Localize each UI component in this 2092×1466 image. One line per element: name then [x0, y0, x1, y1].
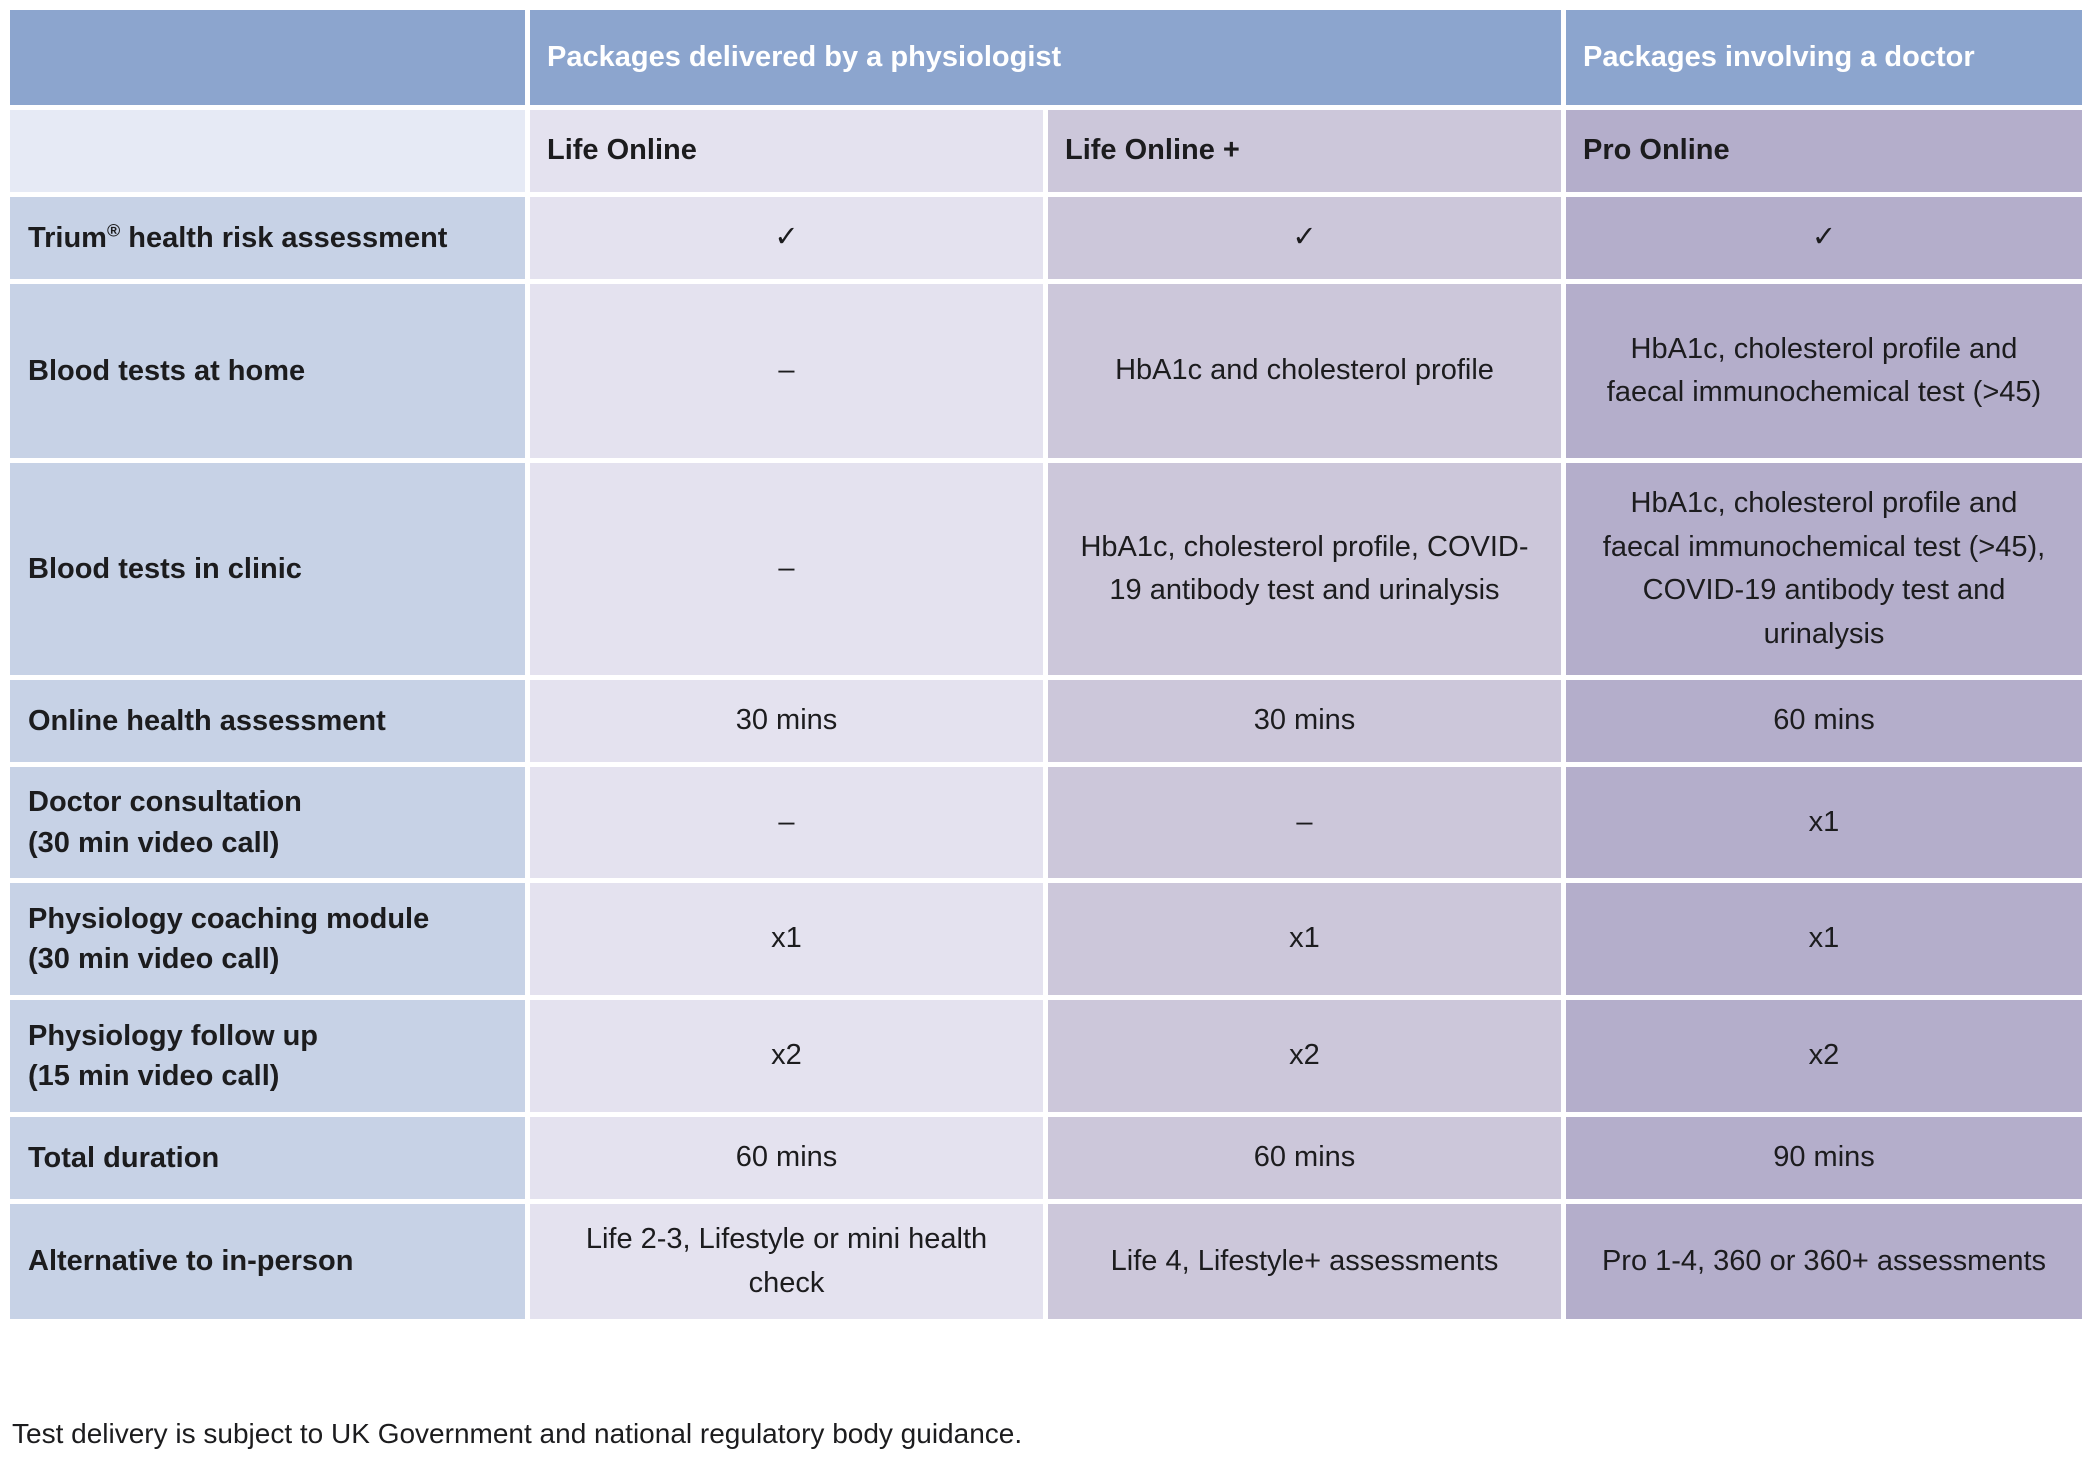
package-name-life-online-plus: Life Online + [1048, 110, 1561, 192]
row-label: Online health assessment [10, 680, 525, 762]
table-cell: Life 2-3, Lifestyle or mini health check [530, 1204, 1043, 1319]
table-cell: ✓ [1048, 197, 1561, 279]
table-row: Physiology follow up (15 min video call)… [10, 1000, 2082, 1112]
table-row: Alternative to in-person Life 2-3, Lifes… [10, 1204, 2082, 1319]
table-cell: 60 mins [530, 1117, 1043, 1199]
row-label: Total duration [10, 1117, 525, 1199]
table-cell: – [530, 284, 1043, 458]
group-header-physiologist: Packages delivered by a physiologist [530, 10, 1561, 105]
table-cell: x2 [530, 1000, 1043, 1112]
table-row: Physiology coaching module (30 min video… [10, 883, 2082, 995]
table-cell: Life 4, Lifestyle+ assessments [1048, 1204, 1561, 1319]
package-name-life-online: Life Online [530, 110, 1043, 192]
check-mark: ✓ [1811, 221, 1837, 254]
package-name-pro-online: Pro Online [1566, 110, 2082, 192]
table-cell: Pro 1-4, 360 or 360+ assessments [1566, 1204, 2082, 1319]
row-label-subtext: (15 min video call) [28, 1060, 280, 1092]
table-cell: ✓ [1566, 197, 2082, 279]
table-cell: x1 [530, 883, 1043, 995]
table-cell: – [1048, 767, 1561, 878]
table-cell: x1 [1048, 883, 1561, 995]
row-label-text: Physiology follow up [28, 1019, 318, 1052]
table-cell: HbA1c, cholesterol profile and faecal im… [1566, 463, 2082, 675]
row-label: Physiology coaching module (30 min video… [10, 883, 525, 995]
row-label: Blood tests at home [10, 284, 525, 458]
row-label: Trium® health risk assessment [10, 197, 525, 279]
table-cell: x1 [1566, 883, 2082, 995]
row-label: Blood tests in clinic [10, 463, 525, 675]
check-mark: ✓ [774, 221, 799, 254]
package-name-row: Life Online Life Online + Pro Online [10, 110, 2082, 192]
table-row: Online health assessment 30 mins 30 mins… [10, 680, 2082, 762]
table-cell: 60 mins [1566, 680, 2082, 762]
row-label: Doctor consultation (30 min video call) [10, 767, 525, 878]
package-name-blank-cell [10, 110, 525, 192]
row-label-subtext: (30 min video call) [28, 826, 280, 859]
table-cell: 90 mins [1566, 1117, 2082, 1199]
table-cell: x2 [1566, 1000, 2082, 1112]
check-mark: ✓ [1292, 221, 1317, 254]
header-group-row: Packages delivered by a physiologist Pac… [10, 10, 2082, 105]
table-row: Blood tests at home – HbA1c and choleste… [10, 284, 2082, 458]
row-label-text: Physiology coaching module [28, 902, 430, 935]
table-row: Doctor consultation (30 min video call) … [10, 767, 2082, 878]
table-cell: HbA1c and cholesterol profile [1048, 284, 1561, 458]
group-header-doctor: Packages involving a doctor [1566, 10, 2082, 105]
table-row: Total duration 60 mins 60 mins 90 mins [10, 1117, 2082, 1199]
table-cell: 30 mins [530, 680, 1043, 762]
row-label-text: Trium [28, 221, 107, 254]
table-row: Blood tests in clinic – HbA1c, cholester… [10, 463, 2082, 675]
table-cell: 30 mins [1048, 680, 1561, 762]
row-label: Physiology follow up (15 min video call) [10, 1000, 525, 1112]
table-row: Trium® health risk assessment ✓ ✓ ✓ [10, 197, 2082, 279]
table-cell: x2 [1048, 1000, 1561, 1112]
table-cell: HbA1c, cholesterol profile, COVID-19 ant… [1048, 463, 1561, 675]
row-label-text: Doctor consultation [28, 786, 302, 819]
packages-comparison-table: Packages delivered by a physiologist Pac… [5, 5, 2087, 1324]
table-cell: 60 mins [1048, 1117, 1561, 1199]
table-cell: x1 [1566, 767, 2082, 878]
row-label-subtext: (30 min video call) [28, 943, 280, 975]
row-label: Alternative to in-person [10, 1204, 525, 1319]
table-cell: – [530, 767, 1043, 878]
table-cell: – [530, 463, 1043, 675]
registered-trademark-symbol: ® [106, 220, 121, 241]
table-cell: ✓ [530, 197, 1043, 279]
row-label-text: health risk assessment [120, 221, 448, 254]
table-cell: HbA1c, cholesterol profile and faecal im… [1566, 284, 2082, 458]
footnote: Test delivery is subject to UK Governmen… [12, 1418, 1023, 1449]
corner-cell [10, 10, 525, 105]
